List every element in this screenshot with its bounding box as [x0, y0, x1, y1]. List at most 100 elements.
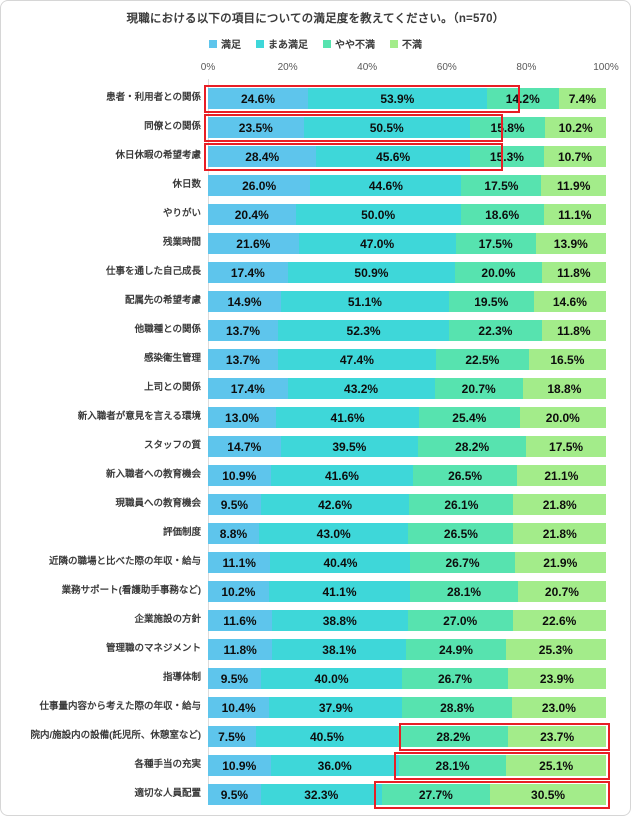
category-label: 仕事量内容から考えた際の年収・給与	[39, 701, 201, 713]
bar-segment: 20.4%	[208, 204, 296, 225]
bar-segment: 11.9%	[541, 175, 606, 196]
bar-segment: 26.1%	[409, 494, 514, 515]
bar-segment: 7.5%	[208, 726, 256, 747]
bar-segment: 25.1%	[506, 755, 607, 776]
chart-row: 休日休暇の希望考慮 28.4% 45.6% 15.3% 10.7%	[1, 142, 630, 171]
category-label: 新入職者が意見を言える環境	[77, 411, 201, 423]
legend-label: 不満	[402, 40, 422, 51]
bar-segment: 28.1%	[410, 581, 518, 602]
x-axis: 0% 20% 40% 60% 80% 100%	[201, 62, 619, 75]
bar-segment: 41.6%	[270, 465, 414, 486]
stacked-bar: 11.6% 38.8% 27.0% 22.6%	[208, 610, 606, 631]
chart-row: 新入職者が意見を言える環境 13.0% 41.6% 25.4% 20.0%	[1, 403, 630, 432]
chart-row: 感染衛生管理 13.7% 47.4% 22.5% 16.5%	[1, 345, 630, 374]
bar-segment: 21.9%	[514, 552, 606, 573]
bar-segment: 10.7%	[543, 146, 606, 167]
bar-segment: 30.5%	[490, 784, 606, 805]
chart-row: 指導体制 9.5% 40.0% 26.7% 23.9%	[1, 664, 630, 693]
category-label: 現職員への教育機会	[115, 498, 201, 510]
stacked-bar: 13.0% 41.6% 25.4% 20.0%	[208, 407, 606, 428]
bar-segment: 47.4%	[277, 349, 436, 370]
bar-segment: 45.6%	[316, 146, 470, 167]
stacked-bar: 14.9% 51.1% 19.5% 14.6%	[208, 291, 607, 312]
category-label: 休日数	[172, 179, 201, 191]
bar-segment: 21.8%	[513, 494, 607, 515]
x-axis-tick: 40%	[357, 62, 378, 73]
legend-swatch-icon	[323, 39, 331, 48]
category-label: やりがい	[162, 208, 201, 220]
chart-title: 現職における以下の項目についての満足度を教えてください。（n=570）	[126, 13, 505, 25]
bar-segment: 13.7%	[208, 320, 278, 341]
category-label: 同僚との関係	[144, 121, 201, 133]
bar-segment: 14.2%	[486, 88, 559, 109]
bar-segment: 38.8%	[271, 610, 408, 631]
stacked-bar: 23.5% 50.5% 15.8% 10.2%	[204, 113, 607, 142]
bar-segment: 23.7%	[508, 726, 606, 747]
category-label: 配属先の希望考慮	[124, 295, 201, 307]
bar-segment: 17.5%	[455, 233, 536, 254]
category-label: 他職種との関係	[134, 324, 201, 336]
chart-row: 上司との関係 17.4% 43.2% 20.7% 18.8%	[1, 374, 630, 403]
bar-segment: 15.8%	[469, 117, 546, 138]
bar-segment: 40.4%	[270, 552, 411, 573]
bar-segment: 9.5%	[208, 494, 261, 515]
category-label: 適切な人員配置	[134, 788, 201, 800]
legend-item: 不満	[390, 36, 422, 51]
x-axis-tick: 60%	[436, 62, 457, 73]
stacked-bar: 20.4% 50.0% 18.6% 11.1%	[208, 204, 606, 225]
bar-segment: 40.0%	[260, 668, 403, 689]
chart-row: 配属先の希望考慮 14.9% 51.1% 19.5% 14.6%	[1, 287, 630, 316]
bar-segment: 50.0%	[295, 204, 461, 225]
category-label: 近隣の職場と比べた際の年収・給与	[48, 556, 201, 568]
chart-row: 同僚との関係 23.5% 50.5% 15.8% 10.2%	[1, 113, 630, 142]
stacked-bar: 28.4% 45.6% 15.3% 10.7%	[204, 142, 606, 171]
x-axis-tick: 0%	[200, 62, 216, 73]
bar-segment: 22.5%	[435, 349, 529, 370]
chart-row: 現職員への教育機会 9.5% 42.6% 26.1% 21.8%	[1, 490, 630, 519]
category-label: 評価制度	[162, 527, 201, 539]
legend-label: やや不満	[335, 40, 375, 51]
bar-segment: 10.9%	[208, 755, 271, 776]
bar-segment: 36.0%	[270, 755, 399, 776]
bar-segment: 7.4%	[558, 88, 607, 109]
legend-item: 満足	[209, 36, 241, 51]
bar-segment: 17.5%	[526, 436, 606, 457]
chart-row: 患者・利用者との関係 24.6% 53.9% 14.2% 7.4%	[1, 84, 630, 113]
bar-segment: 11.1%	[208, 552, 271, 573]
bar-segment: 16.5%	[528, 349, 606, 370]
bar-segment: 21.1%	[516, 465, 606, 486]
bar-segment: 9.5%	[208, 668, 261, 689]
stacked-bar: 21.6% 47.0% 17.5% 13.9%	[208, 233, 606, 254]
category-label: 企業施設の方針	[134, 614, 201, 626]
chart-row: 企業施設の方針 11.6% 38.8% 27.0% 22.6%	[1, 606, 630, 635]
legend: 満足 まあ満足 やや不満 不満	[1, 36, 630, 51]
chart-rows: 患者・利用者との関係 24.6% 53.9% 14.2% 7.4% 同僚との関係 23.5%…	[1, 79, 630, 809]
chart-row: やりがい 20.4% 50.0% 18.6% 11.1%	[1, 200, 630, 229]
chart-row: スタッフの質 14.7% 39.5% 28.2% 17.5%	[1, 432, 630, 461]
legend-swatch-icon	[209, 39, 217, 48]
stacked-bar: 11.1% 40.4% 26.7% 21.9%	[208, 552, 606, 573]
bar-segment: 50.9%	[287, 262, 456, 283]
stacked-bar: 9.5% 32.3% 27.7% 30.5%	[208, 780, 610, 809]
bar-segment: 28.8%	[402, 697, 512, 718]
x-axis-tick: 80%	[516, 62, 537, 73]
stacked-bar: 13.7% 47.4% 22.5% 16.5%	[208, 349, 606, 370]
chart-row: 仕事を通した自己成長 17.4% 50.9% 20.0% 11.8%	[1, 258, 630, 287]
bar-segment: 11.8%	[541, 262, 607, 283]
bar-segment: 20.0%	[455, 262, 542, 283]
bar-segment: 41.6%	[276, 407, 420, 428]
stacked-bar: 9.5% 42.6% 26.1% 21.8%	[208, 494, 607, 515]
category-label: 業務サポート(看護助手事務など)	[61, 585, 201, 597]
chart-row: 残業時間 21.6% 47.0% 17.5% 13.9%	[1, 229, 630, 258]
bar-segment: 26.5%	[413, 465, 517, 486]
category-label: 新入職者への教育機会	[105, 469, 201, 481]
bar-segment: 26.0%	[208, 175, 311, 196]
bar-segment: 19.5%	[448, 291, 534, 312]
bar-segment: 18.6%	[460, 204, 544, 225]
chart-row: 各種手当の充実 10.9% 36.0% 28.1% 25.1%	[1, 751, 630, 780]
chart-row: 適切な人員配置 9.5% 32.3% 27.7% 30.5%	[1, 780, 630, 809]
bar-segment: 23.5%	[208, 117, 304, 138]
stacked-bar: 9.5% 40.0% 26.7% 23.9%	[208, 668, 606, 689]
bar-segment: 41.1%	[268, 581, 411, 602]
